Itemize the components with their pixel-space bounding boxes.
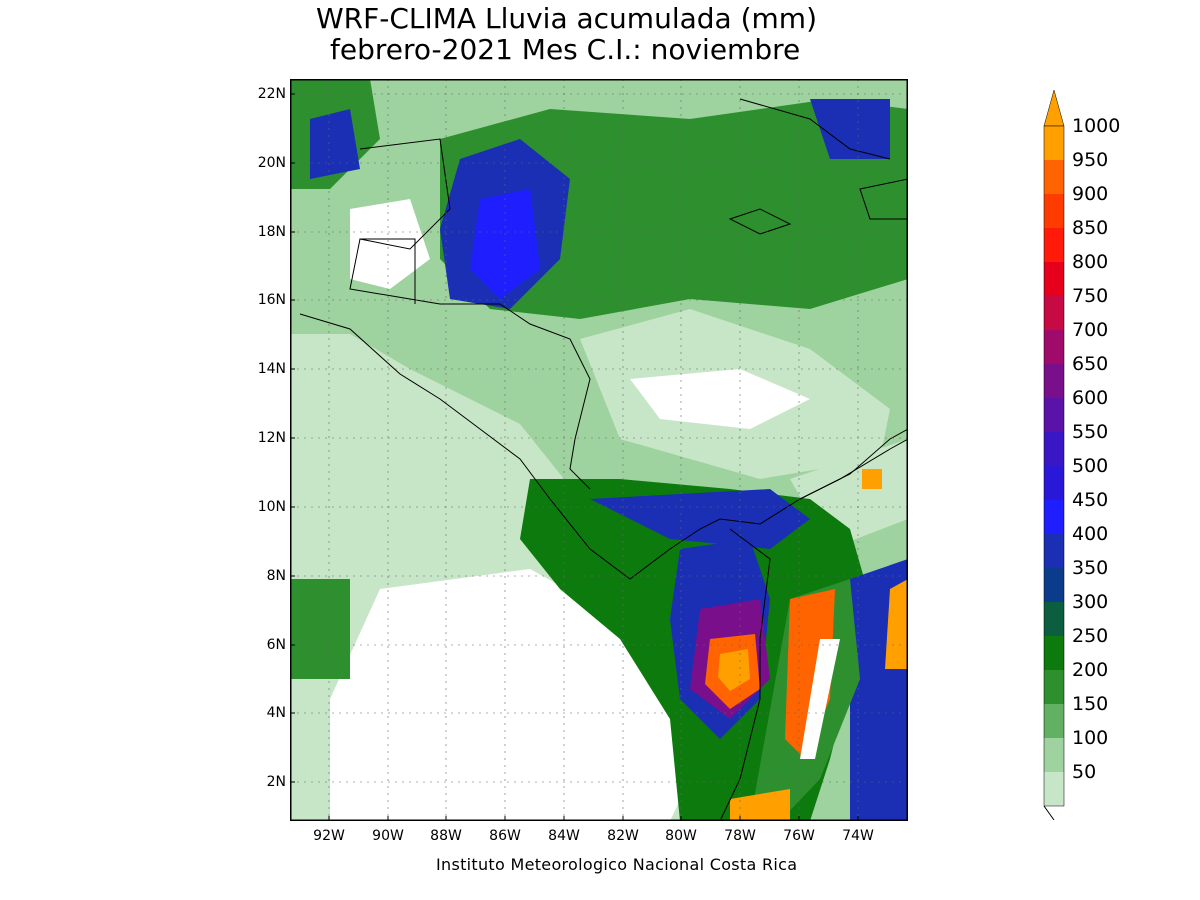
lon-label-82w: 82W <box>607 828 639 844</box>
credit-text: Instituto Meteorologico Nacional Costa R… <box>436 855 798 874</box>
colorbar-swatch-650 <box>1044 364 1064 398</box>
lon-label-88w: 88W <box>430 828 462 844</box>
colorbar-label-50: 50 <box>1072 761 1097 783</box>
colorbar-label-550: 550 <box>1072 421 1109 443</box>
lat-label-14n: 14N <box>257 361 286 377</box>
colorbar-swatch-800 <box>1044 262 1064 296</box>
rainfall-map <box>290 79 908 821</box>
southern-colombia-peak <box>730 789 790 821</box>
colorbar-swatch-600 <box>1044 398 1064 432</box>
colorbar-label-300: 300 <box>1072 591 1109 613</box>
colombia-pacific-peak <box>718 649 750 691</box>
colorbar-outline <box>1043 125 1065 807</box>
colorbar-swatch-750 <box>1044 296 1064 330</box>
eastern-colombia-peak <box>885 579 908 669</box>
honduras-gulf-core <box>470 189 540 299</box>
caribbean-dry-area <box>630 369 810 429</box>
caribbean-coastline <box>349 138 591 490</box>
colorbar-label-950: 950 <box>1072 149 1109 171</box>
cuba-heavy-rain <box>810 99 890 159</box>
lon-label-86w: 86W <box>489 828 521 844</box>
lat-label-4n: 4N <box>266 705 286 721</box>
colorbar-min-arrow <box>1043 805 1055 820</box>
colorbar-swatch-850 <box>1044 228 1064 262</box>
lon-label-78w: 78W <box>724 828 756 844</box>
panama-heavy-rain <box>590 489 810 549</box>
lon-label-90w: 90W <box>372 828 404 844</box>
colorbar-swatch-700 <box>1044 330 1064 364</box>
colorbar-label-350: 350 <box>1072 557 1109 579</box>
colombia-pacific-coast <box>719 528 771 821</box>
pacific-no-rain-area <box>330 569 690 821</box>
colorbar-swatch-350 <box>1044 568 1064 602</box>
colorbar-label-600: 600 <box>1072 387 1109 409</box>
colorbar-swatch-50 <box>1044 772 1064 806</box>
lat-label-16n: 16N <box>257 292 286 308</box>
andes-dry-valley <box>800 639 840 759</box>
lon-label-92w: 92W <box>313 828 345 844</box>
colorbar-swatch-1000 <box>1044 126 1064 160</box>
lat-label-6n: 6N <box>266 637 286 653</box>
colorbar-swatch-550 <box>1044 432 1064 466</box>
colorbar-swatch-500 <box>1044 466 1064 500</box>
lat-label-12n: 12N <box>257 430 286 446</box>
colorbar-swatch-250 <box>1044 636 1064 670</box>
yucatan-dry-area <box>350 199 430 289</box>
colorbar-label-650: 650 <box>1072 353 1109 375</box>
lat-label-8n: 8N <box>266 568 286 584</box>
rainfall-map-canvas <box>290 79 908 821</box>
cuba-coastline <box>739 98 891 160</box>
northern-caribbean-rain-band <box>440 99 908 319</box>
lat-label-18n: 18N <box>257 224 286 240</box>
colorbar-label-150: 150 <box>1072 693 1109 715</box>
lat-label-20n: 20N <box>257 155 286 171</box>
lon-label-84w: 84W <box>548 828 580 844</box>
colorbar-swatch-950 <box>1044 160 1064 194</box>
lon-label-76w: 76W <box>783 828 815 844</box>
colorbar-label-450: 450 <box>1072 489 1109 511</box>
colorbar <box>1043 89 1065 820</box>
colorbar-swatch-200 <box>1044 670 1064 704</box>
lon-label-80w: 80W <box>665 828 697 844</box>
colorbar-label-700: 700 <box>1072 319 1109 341</box>
colorbar-swatch-400 <box>1044 534 1064 568</box>
map-border <box>290 79 908 821</box>
colorbar-label-250: 250 <box>1072 625 1109 647</box>
hispaniola-outline <box>859 178 908 220</box>
colorbar-label-800: 800 <box>1072 251 1109 273</box>
jamaica-outline <box>728 208 792 235</box>
colorbar-swatch-100 <box>1044 738 1064 772</box>
colorbar-max-arrow <box>1043 89 1065 127</box>
lon-label-74w: 74W <box>842 828 874 844</box>
map-gridlines <box>290 79 908 821</box>
colorbar-label-100: 100 <box>1072 727 1109 749</box>
colorbar-label-750: 750 <box>1072 285 1109 307</box>
colorbar-swatch-450 <box>1044 500 1064 534</box>
colorbar-label-900: 900 <box>1072 183 1109 205</box>
colorbar-label-850: 850 <box>1072 217 1109 239</box>
colorbar-swatch-150 <box>1044 704 1064 738</box>
lat-label-10n: 10N <box>257 499 286 515</box>
map-title-line-1: WRF-CLIMA Lluvia acumulada (mm) <box>316 2 817 35</box>
colorbar-label-400: 400 <box>1072 523 1109 545</box>
gulf-heavy-rain <box>310 109 360 179</box>
colorbar-swatch-900 <box>1044 194 1064 228</box>
colorbar-label-1000: 1000 <box>1072 115 1121 137</box>
colombia-caribbean-coast <box>799 428 908 500</box>
colorbar-swatch-300 <box>1044 602 1064 636</box>
guajira-peak <box>862 469 882 489</box>
eastern-pacific-rain <box>290 579 350 679</box>
lat-label-2n: 2N <box>266 774 286 790</box>
colorbar-label-200: 200 <box>1072 659 1109 681</box>
colorbar-label-500: 500 <box>1072 455 1109 477</box>
belize-border <box>360 238 416 304</box>
map-title-line-2: febrero-2021 Mes C.I.: noviembre <box>330 33 801 66</box>
lat-label-22n: 22N <box>257 86 286 102</box>
